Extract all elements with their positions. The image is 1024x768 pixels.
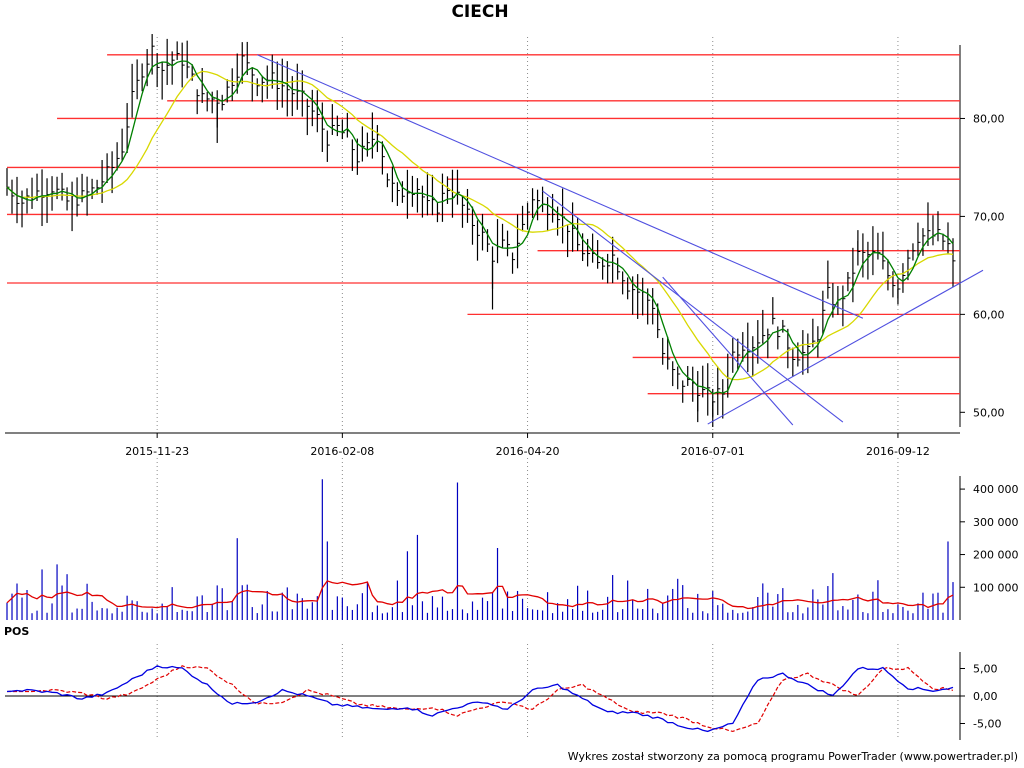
- price-y-tick-label: 80,00: [973, 112, 1005, 125]
- x-tick-label: 2016-04-20: [496, 445, 560, 458]
- pos-y-tick-label: 0,00: [973, 690, 998, 703]
- volume-y-tick-label: 400 000: [973, 483, 1019, 496]
- volume-average-line: [6, 580, 954, 610]
- short-moving-average-line: [6, 60, 954, 395]
- pos-signal-line: [7, 665, 954, 733]
- chart-title: CIECH: [451, 2, 509, 22]
- trendline: [542, 190, 844, 423]
- pos-y-tick-label: 5,00: [973, 663, 998, 676]
- x-tick-label: 2016-02-08: [310, 445, 374, 458]
- volume-y-tick-label: 300 000: [973, 516, 1019, 529]
- volume-y-tick-label: 200 000: [973, 549, 1019, 562]
- x-tick-label: 2015-11-23: [125, 445, 189, 458]
- pos-panel-label: POS: [4, 625, 30, 638]
- trendline: [257, 54, 864, 319]
- pos-y-tick-label: -5,00: [973, 718, 1001, 731]
- price-y-tick-label: 50,00: [973, 406, 1005, 419]
- pos-line: [6, 665, 954, 733]
- trendline: [662, 276, 794, 426]
- x-tick-label: 2016-07-01: [681, 445, 745, 458]
- credit-text: Wykres został stworzony za pomocą progra…: [567, 750, 1018, 763]
- price-y-tick-label: 60,00: [973, 308, 1005, 321]
- volume-y-tick-label: 100 000: [973, 581, 1019, 594]
- long-moving-average-line: [6, 70, 954, 381]
- price-y-tick-label: 70,00: [973, 210, 1005, 223]
- trendline: [707, 269, 984, 425]
- x-tick-label: 2016-09-12: [866, 445, 930, 458]
